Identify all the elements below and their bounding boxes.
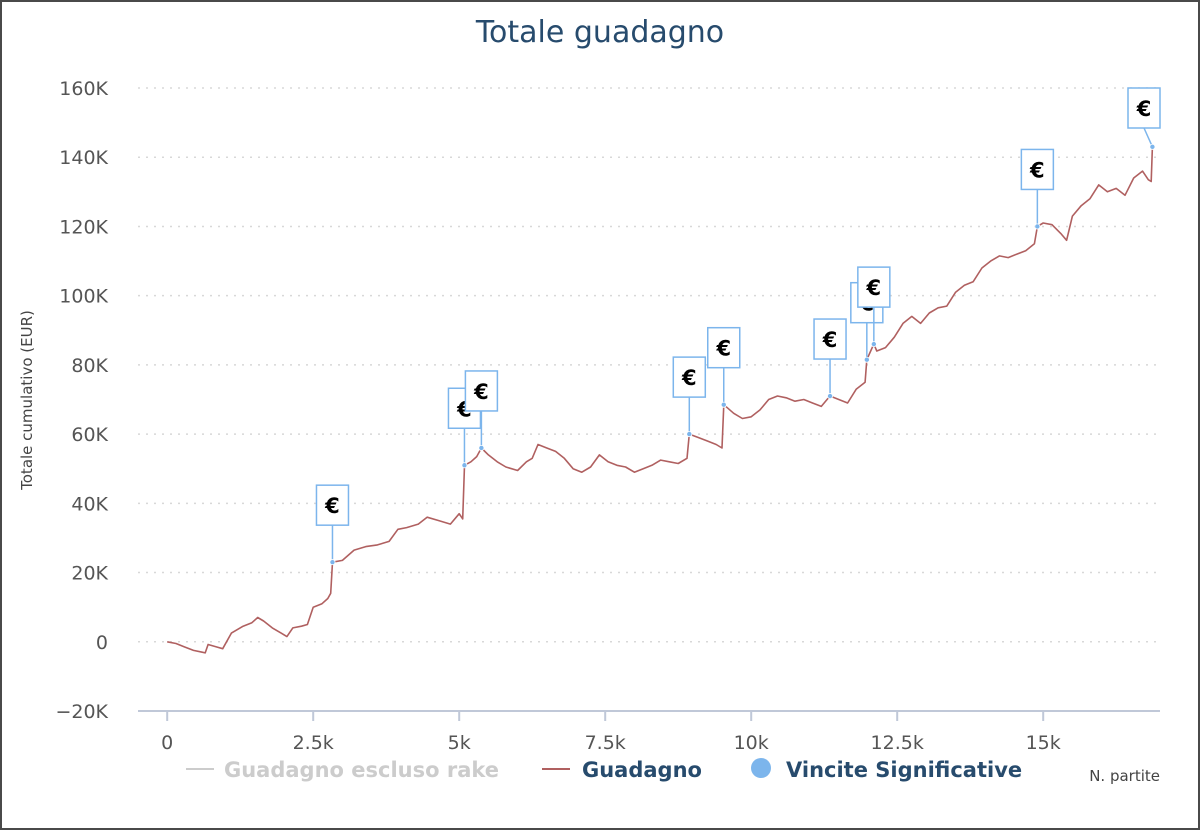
flag-box [857,266,891,308]
x-tick-label: 12.5k [871,732,924,754]
y-tick-label: 0 [96,632,108,654]
y-tick-label: 60K [71,424,108,446]
euro-icon: € [715,337,731,361]
vincita-flag[interactable]: € [857,266,891,348]
flag-box [707,326,741,369]
legend-circle-icon [751,758,771,778]
vincita-flag[interactable]: € [315,484,350,566]
y-axis-label: Totale cumulativo (EUR) [18,310,36,491]
vincita-flag[interactable]: € [1020,148,1055,230]
euro-icon: € [324,494,340,518]
euro-icon: € [1029,158,1045,182]
vincita-point[interactable] [863,356,870,363]
vincita-flag[interactable]: € [1127,87,1161,150]
vincita-flag[interactable]: € [464,370,499,451]
y-tick-label: 160K [59,78,108,100]
flag-box [1020,148,1055,191]
flags-layer: €€€€€€€€€€ [315,87,1161,566]
flag-box [464,370,499,412]
vincita-point[interactable] [870,341,877,348]
flag-box [813,318,847,360]
series-layer [167,146,1154,654]
y-tick-label: 120K [59,216,108,238]
y-axis-ticks: −20K 0 20K 40K 60K 80K 100K 120K 140K 160K [55,78,108,723]
flag-box [672,356,707,398]
legend-item-guadagno-escluso-rake[interactable]: Guadagno escluso rake [186,758,499,782]
vincita-flag[interactable]: € [813,318,847,400]
x-tick-label: 15k [1026,732,1061,754]
chart-title: Totale guadagno [475,15,724,50]
legend-label: Guadagno [582,758,702,782]
x-tick-label: 0 [161,732,173,754]
legend-item-vincite-significative[interactable]: Vincite Significative [751,758,1022,782]
vincita-point[interactable] [329,559,336,566]
y-tick-label: 40K [71,493,108,515]
y-tick-label: 20K [71,563,108,585]
vincita-point[interactable] [686,431,693,438]
legend-item-guadagno[interactable]: Guadagno [542,758,702,782]
grid-lines [138,87,1160,643]
legend-label: Guadagno escluso rake [224,758,499,782]
y-tick-label: 80K [71,355,108,377]
euro-icon: € [822,328,838,352]
euro-icon: € [1136,97,1152,121]
x-axis: 0 2.5k 5k 7.5k 10k 12.5k 15k [138,710,1160,754]
x-tick-label: 2.5k [293,732,334,754]
vincita-point[interactable] [1034,223,1041,230]
vincita-point[interactable] [478,444,485,451]
x-tick-label: 5k [448,732,471,754]
vincita-point[interactable] [720,401,727,408]
flag-box [315,484,350,526]
flag-box [1127,87,1161,129]
vincita-point[interactable] [461,462,468,469]
flag-connector [1143,127,1154,148]
x-tick-label: 10k [734,732,769,754]
vincita-flag[interactable]: € [672,356,707,438]
x-axis-label: N. partite [1089,767,1160,785]
vincita-flag[interactable]: € [707,326,741,408]
x-tick-label: 7.5k [585,732,626,754]
legend-label: Vincite Significative [786,758,1022,782]
euro-icon: € [866,276,882,300]
legend: Guadagno escluso rake Guadagno Vincite S… [186,758,1022,782]
y-tick-label: 140K [59,147,108,169]
y-tick-label: 100K [59,286,108,308]
euro-icon: € [473,380,489,404]
y-tick-label: −20K [55,701,108,723]
vincita-point[interactable] [827,393,834,400]
euro-icon: € [681,366,697,390]
series-line-guadagno[interactable] [167,146,1154,654]
vincita-point[interactable] [1149,143,1156,150]
